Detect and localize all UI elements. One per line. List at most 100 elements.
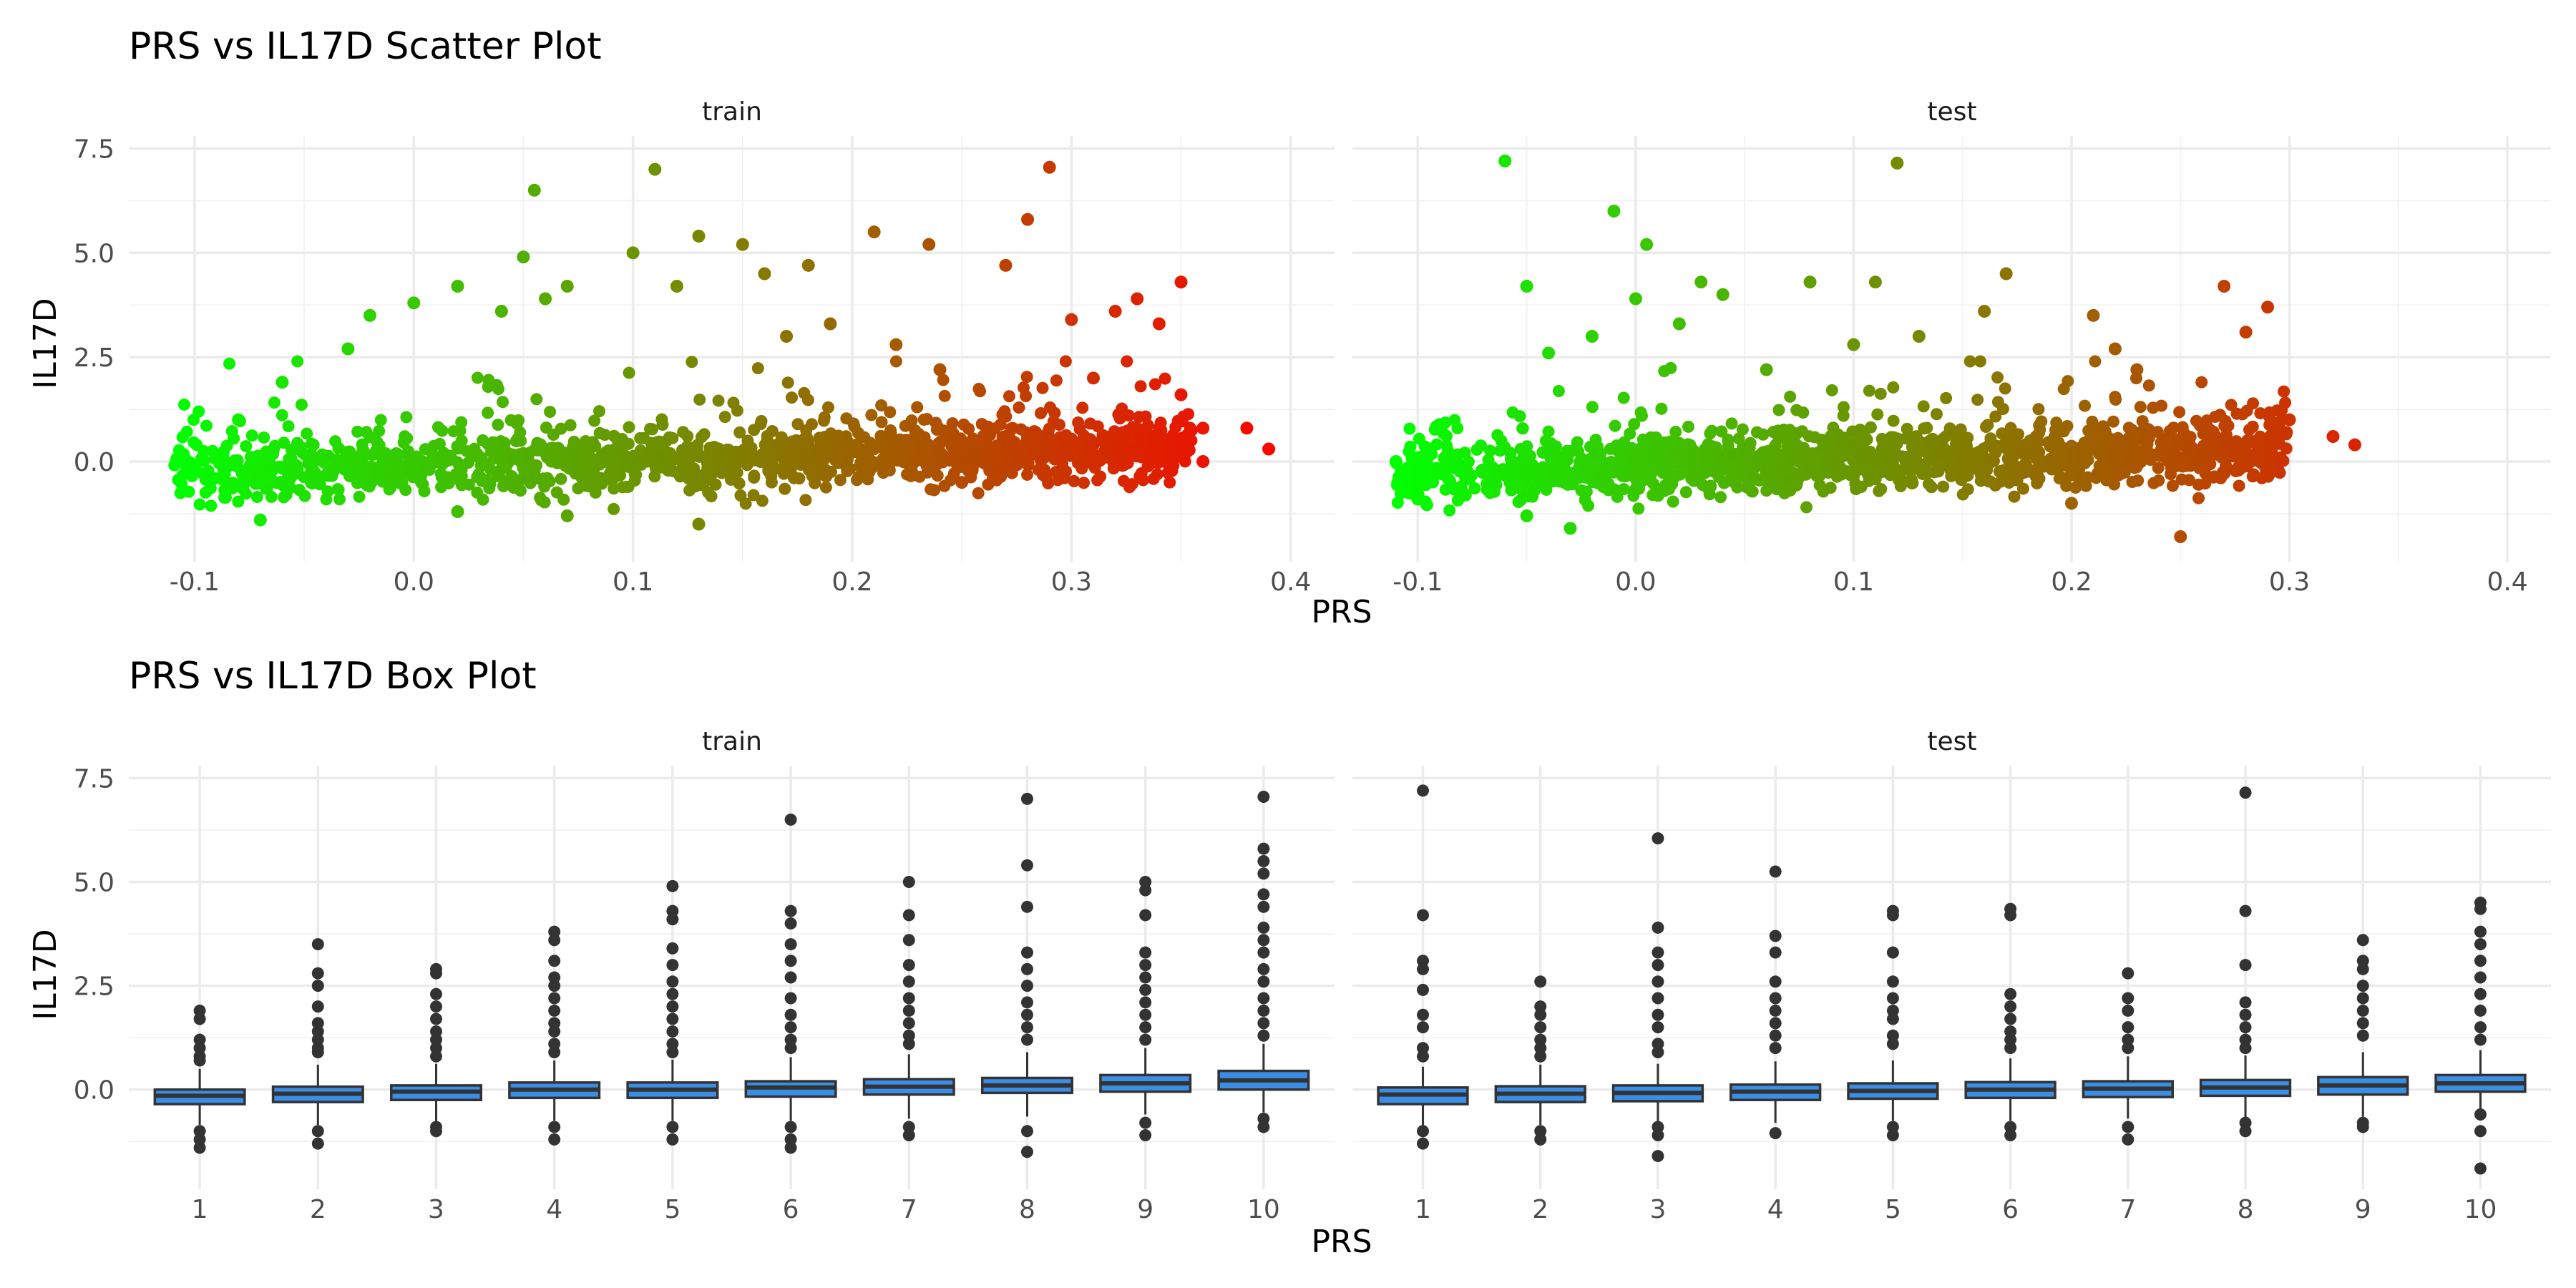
box-x-tick-label: 8 <box>1019 1195 1035 1224</box>
scatter-point <box>2192 492 2205 504</box>
box-outlier-point <box>193 1141 206 1154</box>
scatter-point <box>2082 471 2094 484</box>
scatter-point <box>497 396 509 409</box>
scatter-point <box>850 438 863 451</box>
scatter-point <box>847 417 860 430</box>
scatter-point <box>982 420 995 433</box>
scatter-point <box>1704 479 1717 492</box>
box-outlier-point <box>1769 1042 1782 1055</box>
scatter-point <box>875 416 888 429</box>
scatter-point <box>1021 468 1034 481</box>
box-outlier-point <box>1534 1021 1547 1034</box>
scatter-point <box>627 449 640 462</box>
scatter-point <box>1894 479 1907 492</box>
box-outlier-point <box>1139 1021 1152 1034</box>
scatter-point <box>1625 466 1638 479</box>
scatter-point <box>218 484 231 497</box>
box-outlier-point <box>1652 992 1664 1005</box>
box-outlier-point <box>2122 1042 2135 1055</box>
scatter-x-tick-label: 0.2 <box>2051 567 2092 597</box>
scatter-point <box>364 308 376 322</box>
scatter-y-tick-label: 7.5 <box>74 135 114 165</box>
scatter-point <box>320 493 333 506</box>
scatter-point <box>821 401 834 414</box>
scatter-point <box>560 509 574 522</box>
box-outlier-point <box>1139 1129 1152 1142</box>
scatter-point <box>1148 378 1161 391</box>
box-outlier-point <box>1257 1017 1270 1030</box>
box-y-tick-label: 2.5 <box>74 972 114 1002</box>
scatter-point <box>1108 305 1122 318</box>
scatter-point <box>797 448 810 461</box>
box-outlier-point <box>2239 1042 2252 1055</box>
scatter-point <box>1837 401 1850 414</box>
scatter-point <box>2065 449 2078 462</box>
scatter-point <box>356 438 369 451</box>
scatter-point <box>1810 469 1823 482</box>
scatter-point <box>789 457 802 469</box>
scatter-x-tick-label: 0.4 <box>2487 567 2527 597</box>
box-outlier-point <box>784 955 797 967</box>
scatter-point <box>1539 434 1552 447</box>
scatter-point <box>329 435 342 448</box>
scatter-point <box>199 486 212 499</box>
scatter-point <box>1996 402 2009 415</box>
scatter-point <box>1963 355 1976 368</box>
scatter-point <box>1974 355 1986 368</box>
box-outlier-point <box>1257 975 1270 988</box>
scatter-point <box>1880 455 1893 468</box>
scatter-point <box>623 421 635 434</box>
box-x-tick-label: 9 <box>2355 1195 2371 1224</box>
scatter-point <box>686 356 698 369</box>
scatter-point <box>1611 444 1624 457</box>
scatter-point <box>1037 469 1050 482</box>
scatter-point <box>1887 381 1900 394</box>
scatter-point <box>2019 463 2032 476</box>
scatter-point <box>180 425 193 438</box>
box-outlier-point <box>666 913 679 926</box>
scatter-point <box>1655 402 1668 415</box>
scatter-point <box>2182 474 2195 487</box>
box-outlier-point <box>784 971 797 984</box>
box-outlier-point <box>2122 967 2135 980</box>
scatter-point <box>628 468 641 481</box>
scatter-point <box>1810 450 1823 463</box>
box-outlier-point <box>1139 971 1152 984</box>
scatter-point <box>1990 444 2003 457</box>
scatter-x-axis-title: PRS <box>1311 594 1372 630</box>
scatter-point <box>223 357 236 370</box>
scatter-point <box>1043 160 1056 174</box>
scatter-point <box>1196 421 1210 435</box>
scatter-point <box>1669 426 1682 439</box>
box-outlier-point <box>1652 1021 1664 1034</box>
scatter-point <box>608 429 620 442</box>
box-axis-ticks: 1 2 3 4 5 6 7 8 9 10 0.0 2.5 5.0 7.5 1 2 3 4 5 6 7 8 9 10 <box>74 764 2497 1224</box>
scatter-point <box>1732 432 1745 445</box>
scatter-point <box>824 466 837 479</box>
scatter-x-tick-label: 0.3 <box>2269 567 2310 597</box>
box-outlier-point <box>548 1121 561 1133</box>
box-outlier-point <box>1257 854 1270 867</box>
scatter-point <box>1956 449 1969 462</box>
box-outlier-point <box>1257 1029 1270 1042</box>
scatter-y-tick-label: 2.5 <box>74 343 114 373</box>
scatter-point <box>537 472 550 485</box>
box-outlier-point <box>2122 992 2135 1005</box>
scatter-point <box>962 464 975 477</box>
box-outlier-point <box>666 1121 679 1133</box>
scatter-point <box>1498 155 1512 167</box>
scatter-point <box>1002 390 1015 403</box>
scatter-point <box>200 419 213 432</box>
box-outlier-point <box>311 1000 324 1013</box>
scatter-point <box>227 477 240 489</box>
scatter-point <box>2132 474 2145 487</box>
box-outlier-point <box>1769 865 1782 878</box>
scatter-point <box>692 230 706 243</box>
box-outlier-point <box>2239 904 2252 917</box>
scatter-point <box>854 456 867 469</box>
box-outlier-point <box>1886 1038 1899 1050</box>
scatter-point <box>1930 408 1943 421</box>
scatter-point <box>718 411 731 424</box>
scatter-point <box>2033 419 2046 431</box>
scatter-x-tick-label: 0.0 <box>394 567 434 597</box>
